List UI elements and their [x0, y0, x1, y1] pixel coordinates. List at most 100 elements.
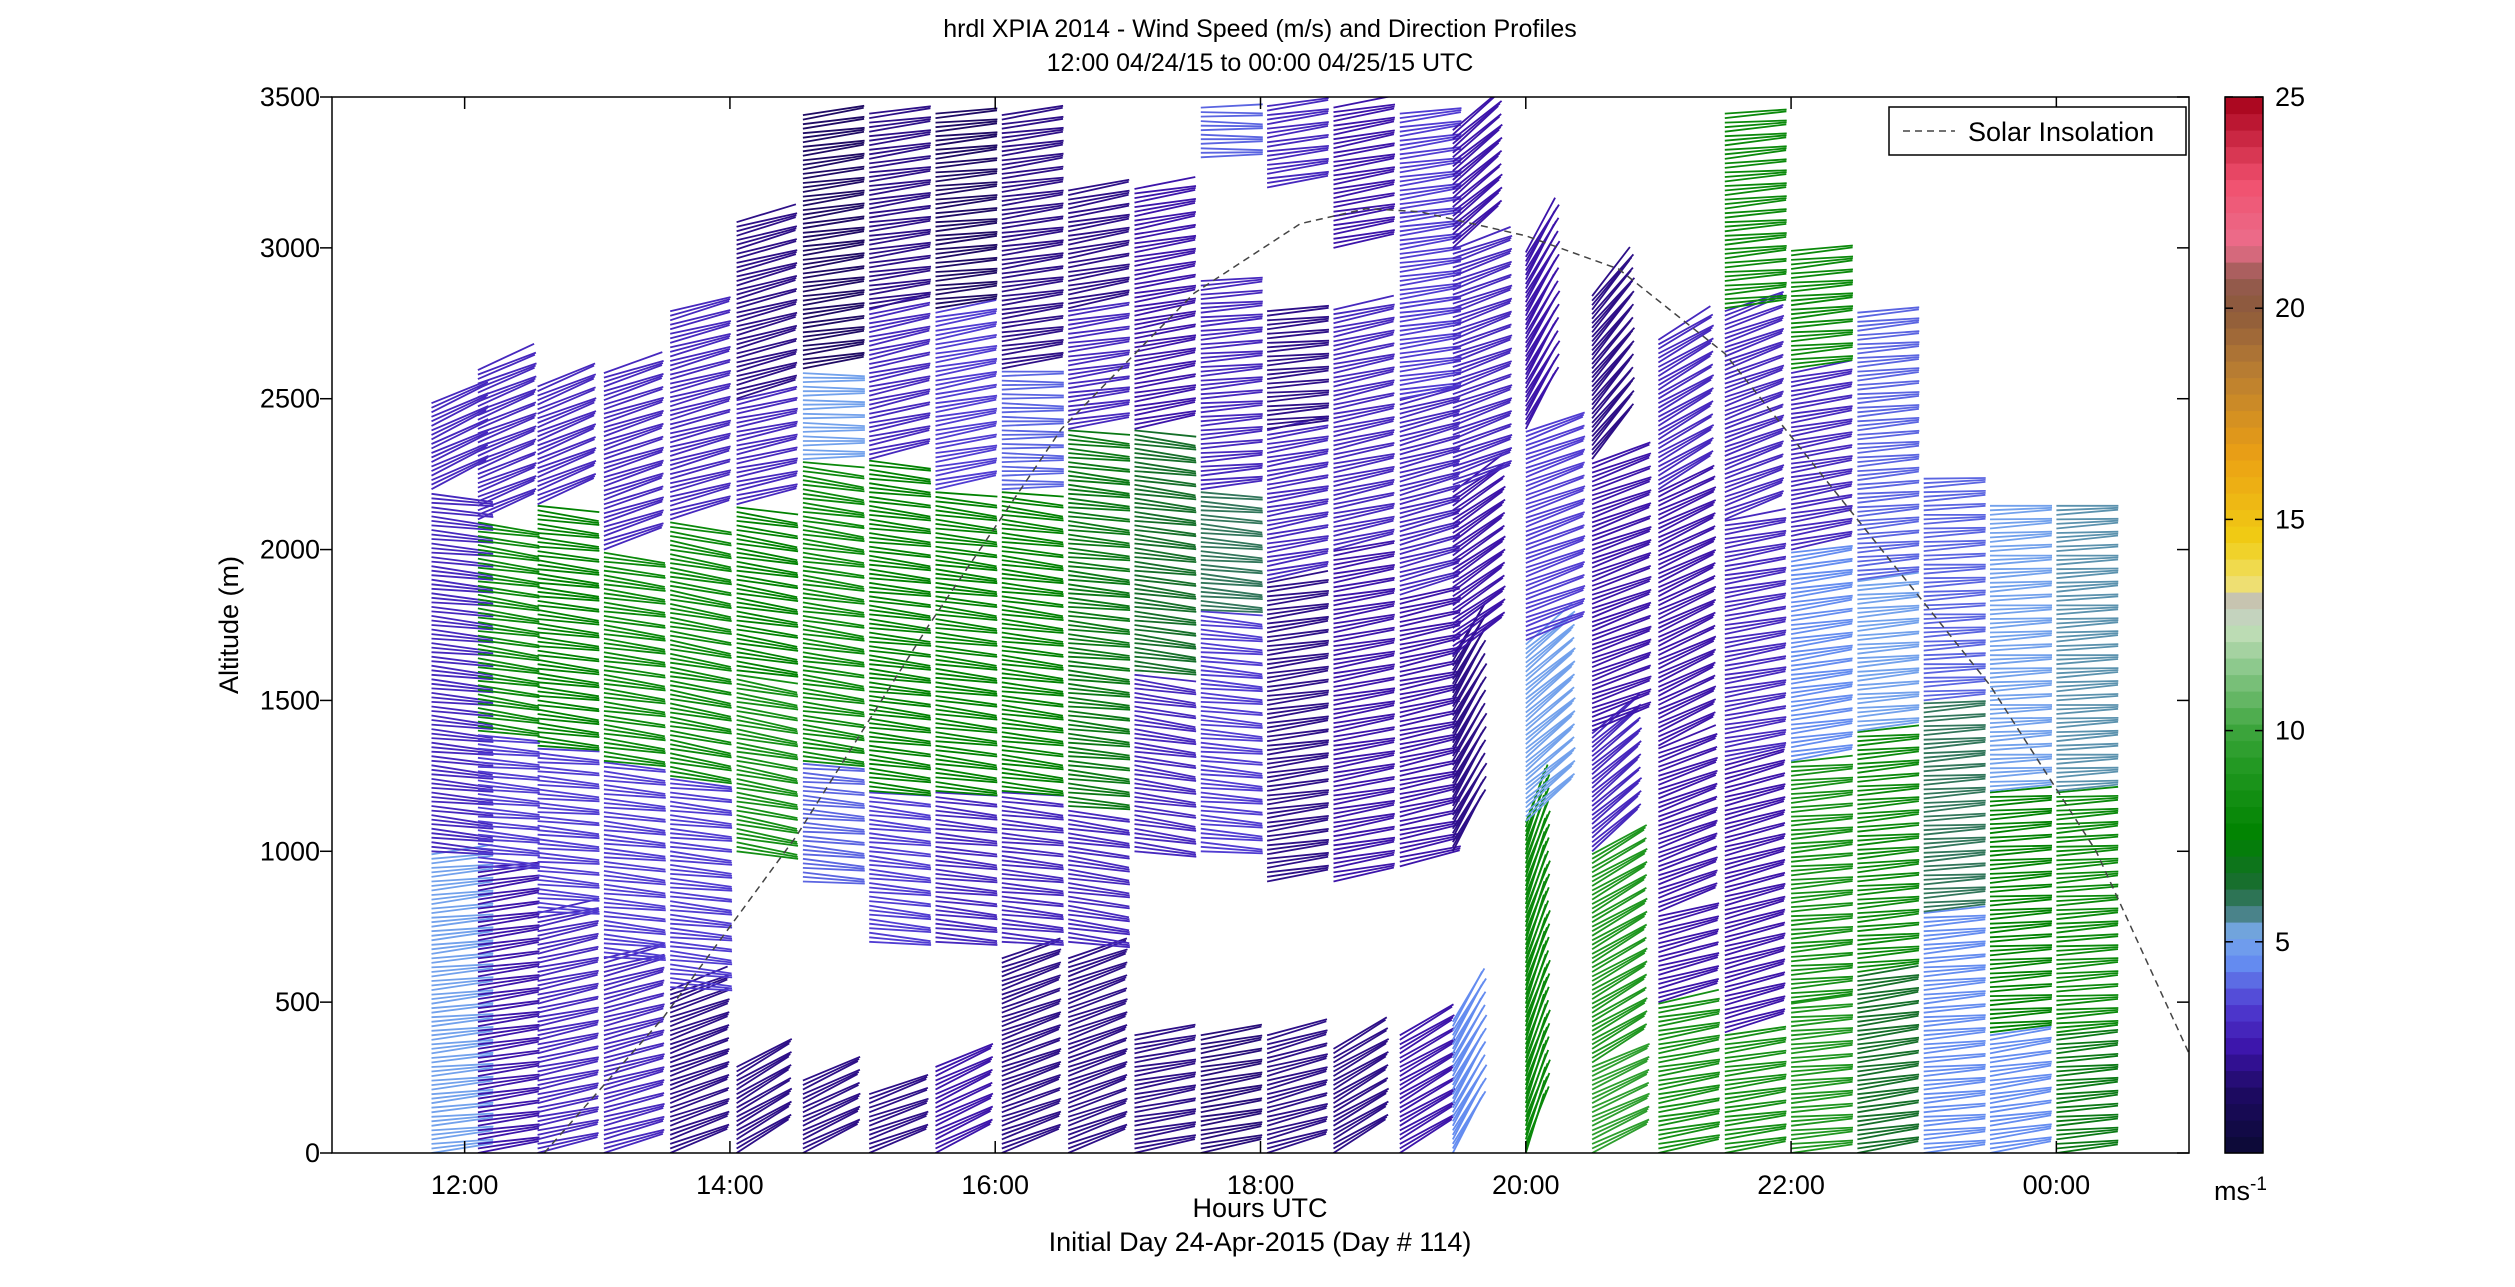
wind-barb	[1333, 776, 1395, 788]
wind-barb	[1591, 1123, 1648, 1153]
wind-barb	[537, 412, 596, 438]
wind-barb	[1724, 1027, 1786, 1041]
wind-barb	[1399, 749, 1460, 768]
wind-barb	[1658, 834, 1717, 859]
wind-barb	[1923, 576, 1986, 580]
wind-barb	[1266, 562, 1329, 577]
wind-barb	[537, 473, 597, 497]
wind-barb	[537, 658, 599, 672]
wind-barb	[1001, 239, 1064, 248]
wind-barb	[802, 714, 865, 727]
wind-barb	[1791, 977, 1853, 985]
wind-barb	[1068, 438, 1130, 447]
colorbar-band	[2225, 328, 2263, 346]
wind-barb	[1001, 931, 1064, 943]
wind-barb	[802, 278, 865, 288]
wind-barb	[1791, 828, 1853, 836]
wind-barb	[736, 216, 796, 237]
wind-barb	[1001, 781, 1064, 793]
wind-barb	[1399, 486, 1460, 506]
wind-barb	[935, 572, 998, 583]
wind-barb	[802, 492, 865, 504]
wind-barb	[1790, 994, 1853, 1005]
wind-barb	[736, 628, 799, 639]
wind-barb	[537, 1071, 599, 1086]
wind-barb	[869, 927, 932, 933]
wind-barb	[1857, 507, 1920, 518]
wind-barb	[1068, 456, 1131, 462]
wind-barb	[935, 1071, 992, 1100]
wind-barb	[802, 302, 865, 311]
wind-barb	[935, 845, 998, 856]
wind-barb	[670, 729, 732, 744]
wind-barb	[603, 487, 663, 510]
wind-barb	[1266, 678, 1329, 688]
wind-barb	[2056, 1093, 2118, 1105]
wind-barb	[537, 860, 600, 865]
wind-barb	[477, 891, 539, 905]
wind-barb	[1989, 1021, 2052, 1029]
wind-barb	[537, 581, 600, 589]
wind-barb	[1525, 615, 1584, 641]
wind-barb	[802, 128, 865, 139]
wind-barb	[1266, 1120, 1327, 1141]
wind-barb	[869, 105, 931, 115]
wind-barb	[1001, 514, 1064, 522]
wind-barb	[1857, 910, 1920, 919]
wind-barb	[603, 660, 666, 668]
wind-barb	[1001, 699, 1064, 708]
wind-barb	[1452, 100, 1503, 140]
wind-barb	[1989, 922, 2052, 930]
wind-barb	[935, 133, 998, 142]
wind-barb	[1267, 851, 1329, 860]
wind-barb	[1658, 886, 1716, 913]
wind-barb	[603, 642, 666, 653]
wind-barb	[477, 625, 540, 636]
wind-barb	[477, 1040, 539, 1055]
wind-barb	[1068, 230, 1129, 246]
wind-barb	[1724, 570, 1786, 586]
wind-barb	[1399, 1027, 1455, 1059]
wind-barb	[669, 1002, 729, 1028]
wind-barb	[802, 497, 865, 506]
wind-barb	[935, 726, 998, 734]
wind-barb	[736, 723, 799, 735]
wind-barb	[431, 980, 493, 991]
wind-barb	[1658, 1034, 1720, 1046]
wind-barb	[1200, 827, 1263, 838]
wind-barb	[1989, 857, 2053, 862]
wind-barb	[1134, 384, 1197, 394]
wind-barb	[1724, 492, 1784, 516]
wind-barb	[1658, 902, 1720, 918]
wind-barb	[736, 592, 799, 602]
wind-barb	[1591, 493, 1650, 519]
wind-barb	[477, 1140, 539, 1153]
wind-barb	[1134, 1110, 1196, 1123]
wind-barb	[1724, 281, 1787, 287]
wind-barb	[1525, 759, 1576, 800]
wind-barb	[1001, 731, 1064, 743]
wind-barb	[1657, 363, 1714, 395]
wind-barb	[1724, 173, 1787, 183]
wind-barb	[1200, 1023, 1263, 1037]
wind-barb	[603, 888, 666, 897]
wind-barb	[1724, 847, 1785, 866]
wind-barb	[802, 130, 865, 144]
wind-barb	[1399, 1029, 1454, 1064]
wind-barb	[802, 204, 865, 216]
wind-barb	[431, 1142, 493, 1153]
wind-barb	[1591, 978, 1645, 1014]
wind-barb	[1452, 173, 1503, 213]
wind-barb	[802, 524, 864, 539]
wind-barb	[736, 755, 798, 770]
wind-barb	[603, 1033, 664, 1055]
wind-barb	[1525, 303, 1560, 357]
wind-barb	[1399, 497, 1461, 515]
wind-barb	[1399, 219, 1462, 228]
wind-barb	[2056, 857, 2119, 862]
wind-barb	[603, 1018, 665, 1037]
wind-barb	[935, 640, 998, 647]
wind-barb	[1399, 397, 1461, 415]
wind-barb	[1399, 1055, 1453, 1091]
wind-barb	[1452, 314, 1511, 341]
